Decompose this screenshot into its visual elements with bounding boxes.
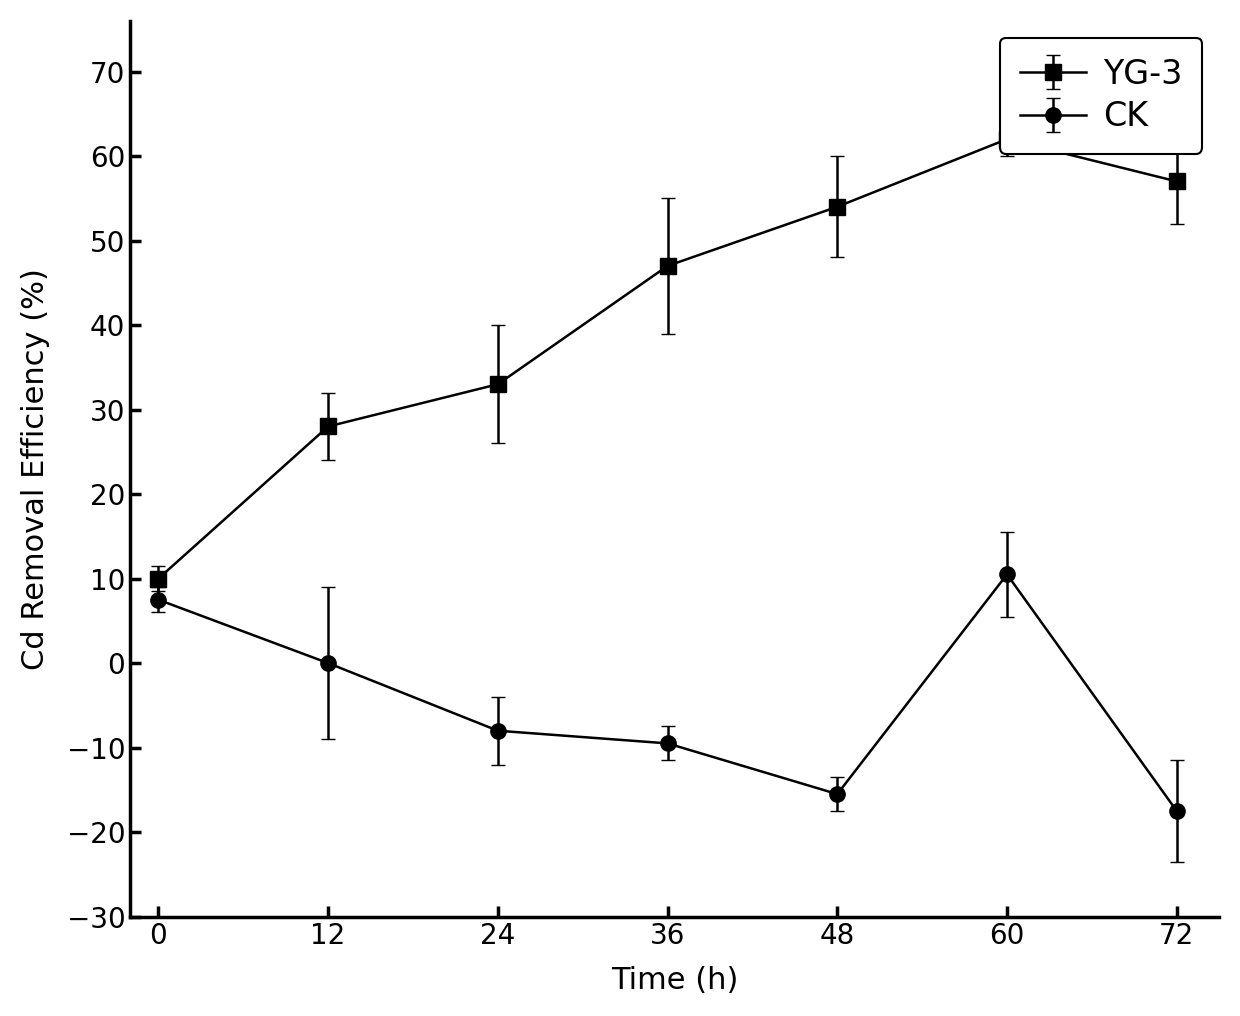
Legend: YG-3, CK: YG-3, CK: [999, 38, 1203, 153]
Y-axis label: Cd Removal Efficiency (%): Cd Removal Efficiency (%): [21, 268, 50, 670]
X-axis label: Time (h): Time (h): [611, 966, 738, 995]
